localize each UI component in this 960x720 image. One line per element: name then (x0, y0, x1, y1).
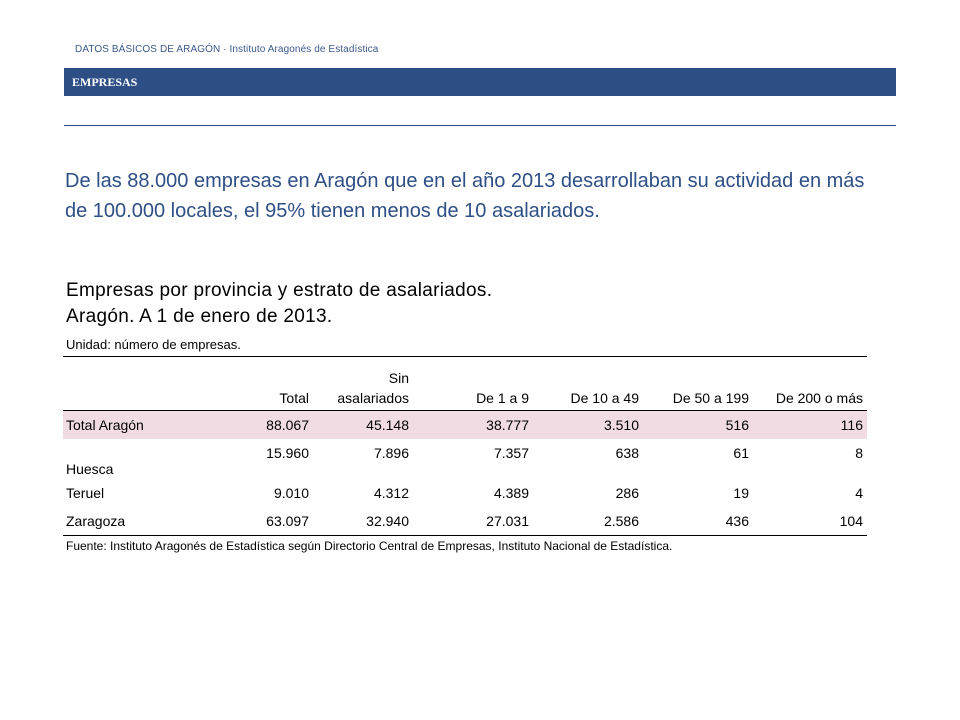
section-banner: EMPRESAS (64, 68, 896, 96)
cell-10-49: 2.586 (533, 507, 643, 536)
column-header-50-199: De 50 a 199 (643, 358, 753, 411)
table-title-line1: Empresas por provincia y estrato de asal… (66, 280, 493, 301)
column-header-sin-line1: Sin (388, 370, 409, 386)
cell-1-9: 4.389 (493, 485, 529, 501)
cell-sin-asalariados: 4.312 (373, 485, 409, 501)
table-unit: Unidad: número de empresas. (66, 337, 241, 352)
row-label: Huesca (66, 461, 114, 477)
table-row-zaragoza: Zaragoza 63.097 32.940 27.031 2.586 436 … (63, 507, 867, 536)
cell-50-199: 516 (643, 410, 753, 439)
column-header-sin-line2: asalariados (337, 390, 409, 406)
cell-50-199: 61 (733, 445, 749, 461)
cell-200-plus: 104 (753, 507, 867, 536)
table-row-total-aragon: Total Aragón 88.067 45.148 38.777 3.510 … (63, 410, 867, 439)
table-row-teruel: Teruel 9.010 4.312 4.389 286 19 4 (63, 479, 867, 507)
table-top-rule (63, 356, 867, 357)
breadcrumb: DATOS BÁSICOS DE ARAGÓN · Instituto Arag… (75, 44, 379, 55)
table-title: Empresas por provincia y estrato de asal… (66, 278, 492, 330)
cell-10-49: 638 (615, 445, 639, 461)
cell-total: 9.010 (273, 485, 309, 501)
cell-sin-asalariados: 45.148 (313, 410, 413, 439)
cell-1-9: 27.031 (413, 507, 533, 536)
cell-total: 63.097 (213, 507, 313, 536)
table-header-row: Total Sin asalariados De 1 a 9 De 10 a 4… (63, 358, 867, 411)
row-label: Zaragoza (63, 507, 213, 536)
cell-total: 88.067 (213, 410, 313, 439)
column-header-label (63, 358, 213, 411)
cell-10-49: 3.510 (533, 410, 643, 439)
cell-sin-asalariados: 7.896 (373, 445, 409, 461)
row-label: Teruel (66, 485, 105, 501)
cell-200-plus: 116 (753, 410, 867, 439)
column-header-1-9: De 1 a 9 (413, 358, 533, 411)
summary-text: De las 88.000 empresas en Aragón que en … (65, 170, 865, 222)
column-header-total: Total (213, 358, 313, 411)
cell-1-9: 38.777 (413, 410, 533, 439)
row-label: Total Aragón (63, 410, 213, 439)
cell-200-plus: 8 (855, 445, 863, 461)
column-header-200-plus: De 200 o más (753, 358, 867, 411)
cell-50-199: 436 (643, 507, 753, 536)
cell-200-plus: 4 (855, 485, 863, 501)
table-source-note: Fuente: Instituto Aragonés de Estadístic… (66, 539, 673, 553)
cell-1-9: 7.357 (493, 445, 529, 461)
column-header-sin-asalariados: Sin asalariados (313, 358, 413, 411)
cell-10-49: 286 (615, 485, 639, 501)
column-header-10-49: De 10 a 49 (533, 358, 643, 411)
section-divider (64, 125, 896, 126)
cell-total: 15.960 (266, 445, 309, 461)
cell-sin-asalariados: 32.940 (313, 507, 413, 536)
cell-50-199: 19 (733, 485, 749, 501)
table-title-line2: Aragón. A 1 de enero de 2013. (66, 306, 333, 327)
data-table: Total Sin asalariados De 1 a 9 De 10 a 4… (63, 358, 867, 536)
table-row-huesca: Huesca 15.960 7.896 7.357 638 61 8 (63, 439, 867, 479)
